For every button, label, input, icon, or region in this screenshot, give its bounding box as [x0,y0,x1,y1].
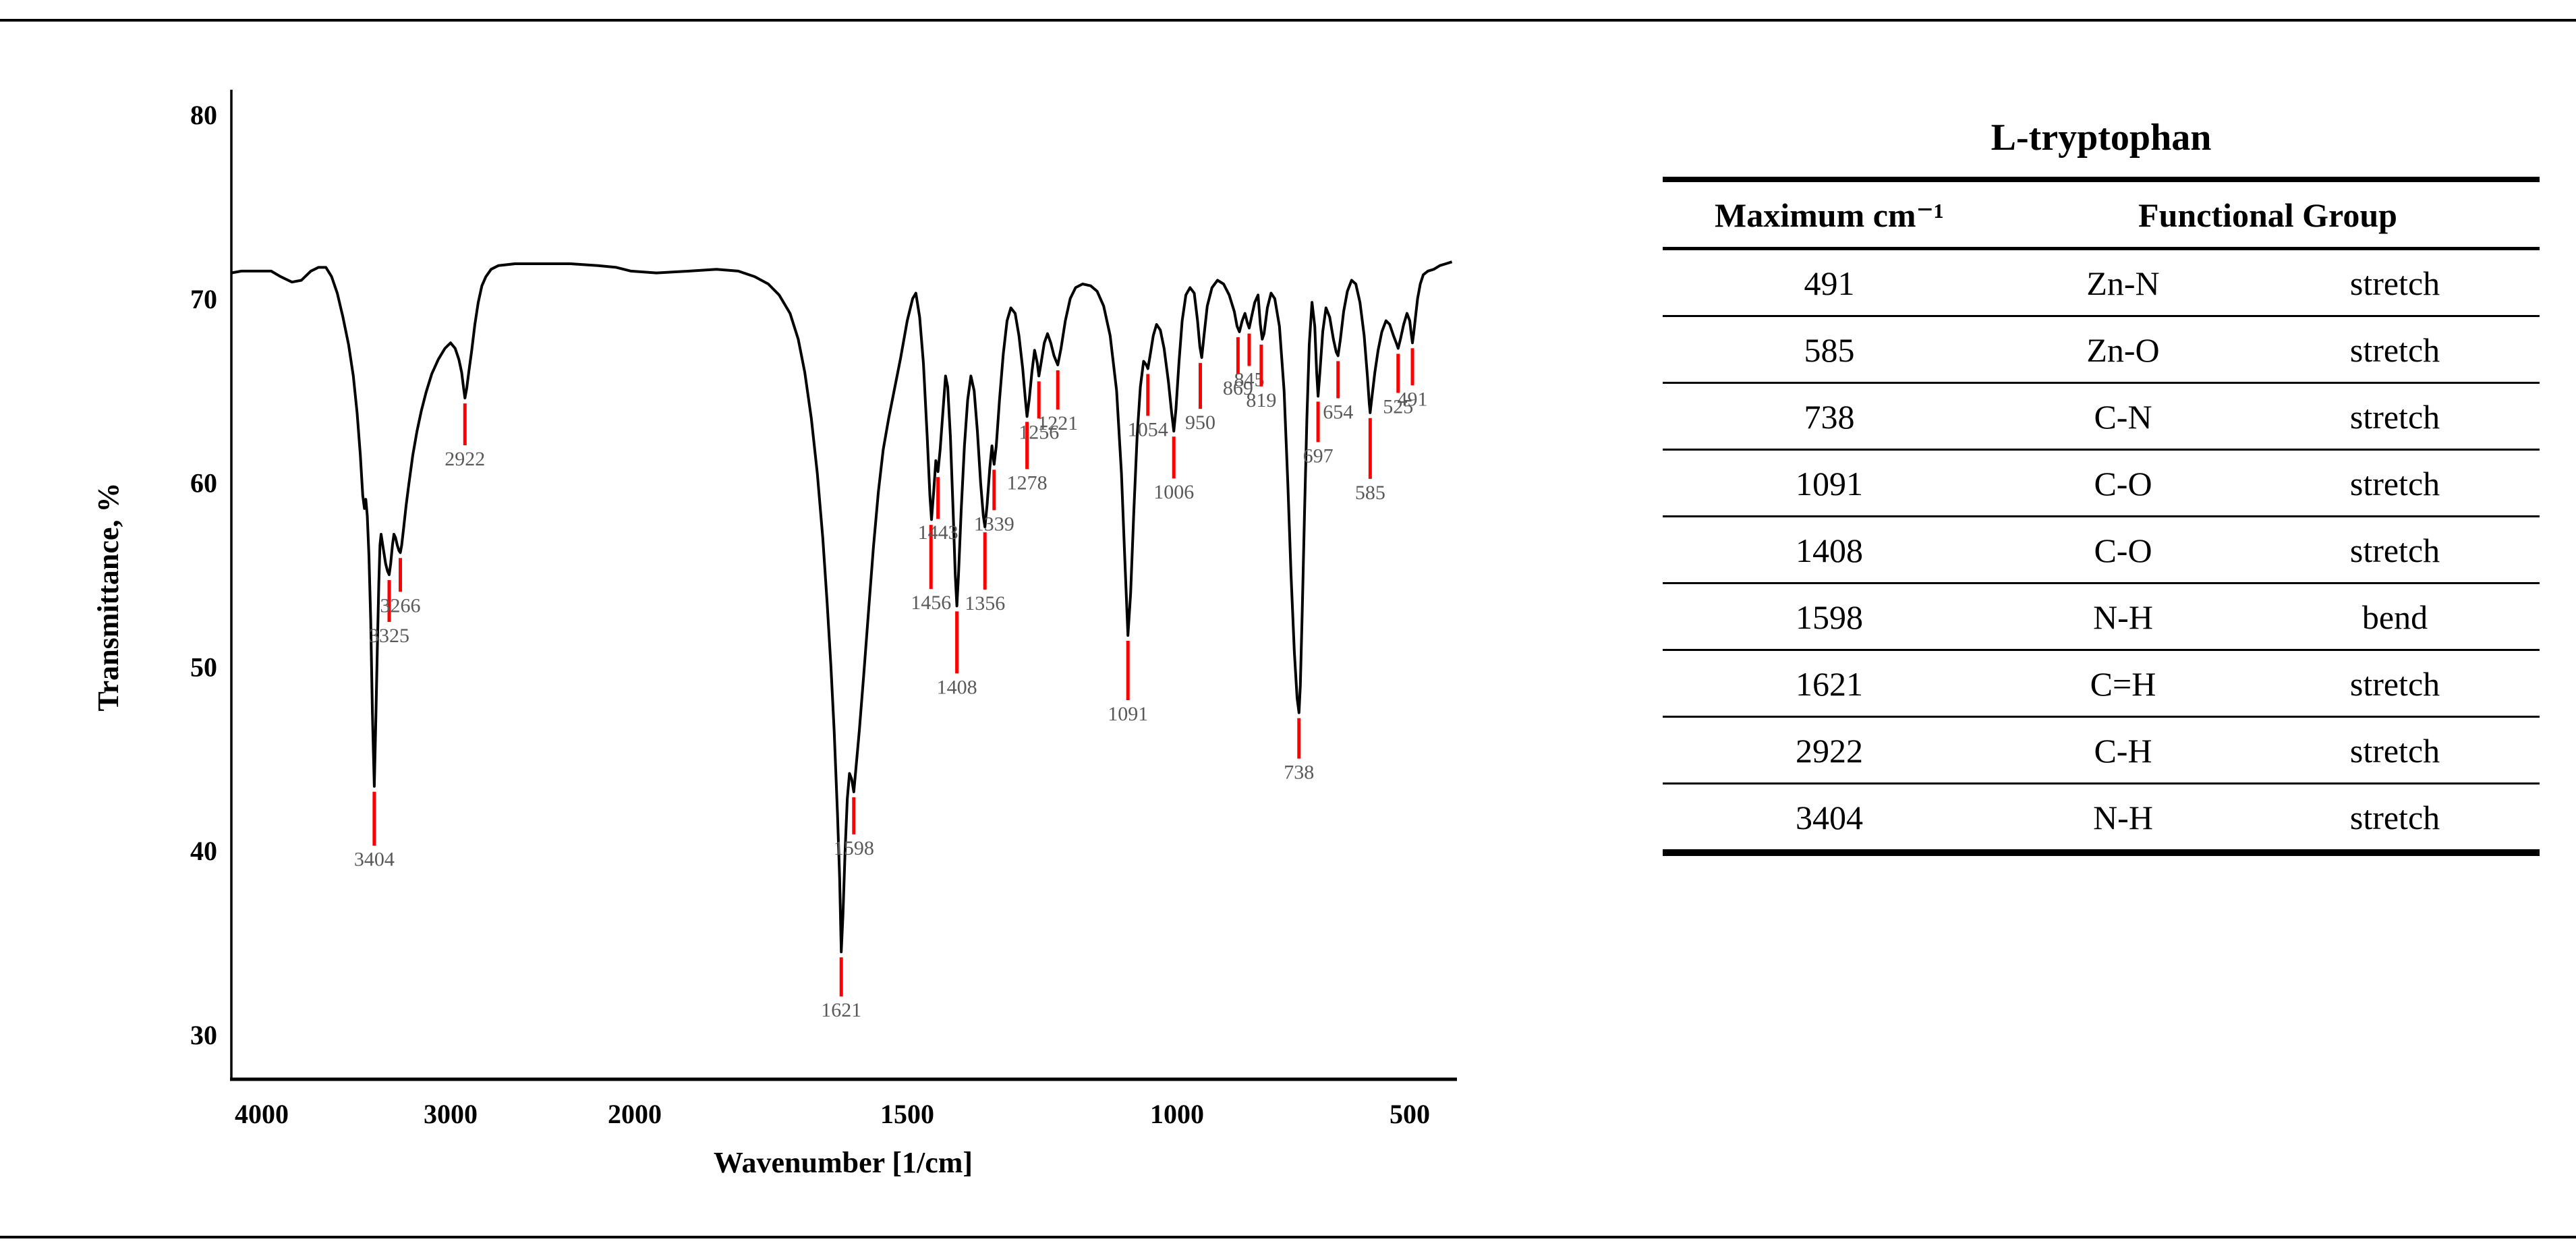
table-cell-group: C-O [1996,451,2250,518]
table-cell-mode: stretch [2250,718,2540,785]
y-axis-title: Transmittance, % [92,483,125,712]
y-tick-label: 60 [190,468,217,498]
peak-label: 1598 [834,837,874,859]
table-cell-group: C=H [1996,651,2250,718]
peak-label: 1456 [911,592,951,614]
table-cell-mode: stretch [2250,384,2540,451]
table-cell-max: 1408 [1663,517,1996,585]
figure-top-rule [0,19,2576,22]
table-cell-group: C-O [1996,517,2250,585]
table-cell-max: 1598 [1663,584,1996,652]
y-tick-label: 50 [190,652,217,682]
peak-label: 1091 [1108,703,1148,725]
x-tick-label: 500 [1390,1099,1430,1129]
spectrum-curve [231,260,1453,954]
peak-label: 1278 [1007,472,1048,494]
table-cell-group: N-H [1996,584,2250,652]
peak-label: 1054 [1128,418,1168,440]
peak-label: 845 [1234,368,1264,391]
table-cell-mode: stretch [2250,317,2540,384]
table-cell-mode: stretch [2250,517,2540,585]
peak-label: 950 [1185,411,1215,434]
peak-assignment-table: L-tryptophan Maximum cm⁻¹ Functional Gro… [1663,116,2540,857]
table-title: L-tryptophan [1991,117,2212,159]
table-cell-max: 1091 [1663,451,1996,518]
table-cell-mode: bend [2250,584,2540,652]
peak-label: 738 [1284,762,1314,784]
table-cell-max: 585 [1663,317,1996,384]
table-cell-mode: stretch [2250,651,2540,718]
table-grid: Maximum cm⁻¹ Functional Group 491 Zn-N str… [1663,177,2540,857]
table-cell-max: 2922 [1663,718,1996,785]
table-cell-max: 738 [1663,384,1996,451]
column-header-functional-group: Functional Group [1996,182,2540,251]
peak-label: 3404 [354,849,395,871]
y-tick-label: 70 [190,284,217,314]
peak-label: 585 [1355,482,1385,504]
x-tick-label: 1000 [1150,1099,1204,1129]
peak-label: 3325 [369,625,409,647]
peak-label: 1621 [821,999,861,1021]
column-header-maximum: Maximum cm⁻¹ [1663,182,1996,251]
peak-label: 819 [1246,389,1276,411]
table-cell-mode: stretch [2250,451,2540,518]
peak-label: 525 [1383,395,1413,418]
ftir-spectrum-chart: 3404 3325 3266 2922 1621 1598 1456 1443 1408 1356… [92,90,1457,1179]
peak-label: 3266 [380,594,421,617]
y-tick-label: 80 [190,100,217,130]
x-axis-title: Wavenumber [1/cm] [714,1146,973,1179]
table-cell-group: Zn-O [1996,317,2250,384]
table-cell-group: N-H [2093,799,2153,837]
peak-label: 1221 [1037,412,1078,434]
table-cell-group: C-N [1996,384,2250,451]
peak-label: 654 [1323,401,1353,423]
peak-label: 2922 [445,448,485,470]
table-cell-max: 491 [1663,250,1996,318]
peak-label: 1356 [965,592,1005,615]
peak-label: 869 [1223,377,1253,399]
peak-label: 1408 [937,676,977,698]
table-cell-max: 1621 [1663,651,1996,718]
peak-label: 491 [1398,388,1428,410]
table-cell-max: 3404 [1796,799,1863,837]
peak-label: 697 [1303,445,1334,467]
x-tick-label: 1500 [880,1099,934,1129]
peak-label: 1443 [918,521,958,544]
table-cell-group: C-H [1996,718,2250,785]
table-cell-group: Zn-N [1996,250,2250,318]
y-tick-label: 30 [190,1020,217,1050]
table-cell-mode: stretch [2349,799,2440,837]
figure-bottom-rule [0,1236,2576,1238]
x-tick-label: 2000 [608,1099,662,1129]
x-tick-label: 3000 [424,1099,478,1129]
peak-label: 1256 [1019,421,1059,443]
y-tick-label: 40 [190,836,217,866]
peak-label: 1339 [974,513,1014,535]
table-cell-mode: stretch [2250,250,2540,318]
peak-label: 1006 [1153,481,1194,503]
x-tick-label: 4000 [235,1099,289,1129]
